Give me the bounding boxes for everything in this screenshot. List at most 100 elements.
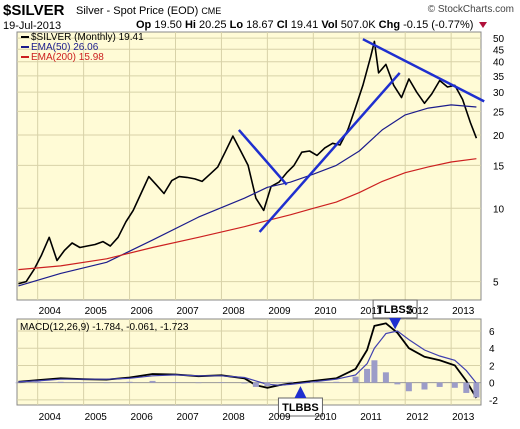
price-y-tick-label: 15	[493, 161, 505, 172]
macd-hist-bar	[287, 381, 294, 383]
symbol-description: Silver - Spot Price (EOD) CME	[76, 5, 221, 17]
price-y-tick-label: 10	[493, 204, 505, 215]
quote-date: 19-Jul-2013	[3, 20, 62, 32]
series-line-trendline-c	[362, 38, 485, 103]
ohlc-readout: Op 19.50 Hi 20.25 Lo 18.67 Cl 19.41 Vol …	[136, 19, 488, 31]
close-value: 19.41	[290, 19, 319, 31]
macd-hist-bar	[57, 381, 64, 383]
series-line-trendline-b	[258, 72, 401, 233]
price-y-tick-label: 20	[493, 131, 505, 142]
macd-hist-bar	[34, 381, 41, 383]
macd-hist-bar	[371, 360, 378, 383]
macd-y-tick-label: 0	[489, 379, 495, 390]
macd-hist-bar	[394, 382, 401, 385]
macd-hist-bar	[149, 380, 156, 383]
volume-value: 507.0K	[340, 19, 376, 31]
high-label: Hi	[184, 19, 196, 31]
price-y-tick-label: 40	[493, 58, 505, 69]
open-value: 19.50	[154, 19, 182, 31]
close-label: Cl	[276, 19, 288, 31]
macd-hist-bar	[405, 382, 412, 392]
price-x-tick-label: 2010	[314, 306, 337, 317]
open-label: Op	[136, 19, 152, 31]
macd-hist-bar	[241, 382, 248, 384]
macd-hist-bar	[310, 381, 317, 383]
axis-ticks: 2004200420052005200620062007200720082008…	[39, 34, 505, 423]
price-y-tick-label: 35	[493, 72, 505, 83]
price-x-tick-label: 2006	[131, 306, 154, 317]
price-x-tick-label: 2012	[406, 306, 429, 317]
macd-hist-bar	[333, 381, 340, 383]
description-text: Silver - Spot Price (EOD)	[76, 5, 199, 17]
legend-entry: $SILVER (Monthly) 19.41	[31, 32, 144, 43]
macd-gridlines	[17, 319, 481, 405]
macd-y-tick-label: 2	[489, 361, 495, 372]
macd-hist-bar	[364, 368, 371, 383]
high-value: 20.25	[199, 19, 227, 31]
macd-hist-bar	[195, 382, 202, 384]
symbol-title: $SILVER	[3, 2, 65, 19]
macd-hist-bar	[352, 376, 359, 383]
price-y-tick-label: 50	[493, 34, 505, 45]
change-value: -0.15 (-0.77%)	[403, 19, 474, 31]
macd-hist-bar	[436, 382, 443, 387]
macd-hist-bar	[421, 382, 428, 390]
macd-hist-bar	[218, 382, 225, 383]
price-y-tick-label: 30	[493, 88, 505, 99]
macd-hist-bar	[264, 382, 271, 387]
macd-hist-bar	[473, 382, 480, 398]
price-y-tick-label: 5	[493, 278, 499, 289]
macd-x-tick-label: 2008	[222, 412, 245, 423]
low-label: Lo	[229, 19, 244, 31]
macd-line-signal	[18, 330, 477, 386]
macd-panel-bg	[16, 318, 482, 406]
macd-x-tick-label: 2005	[85, 412, 108, 423]
exchange-text: CME	[201, 6, 222, 16]
macd-x-tick-label: 2007	[176, 412, 199, 423]
volume-label: Vol	[321, 19, 338, 31]
macd-hist-bar	[103, 382, 110, 384]
macd-hist-bar	[15, 382, 22, 384]
annotation-label: TLBBS	[282, 402, 319, 414]
macd-hist-bar	[252, 382, 259, 387]
macd-series: TLBBS TLBSS	[15, 299, 480, 417]
macd-y-tick-label: 6	[489, 327, 495, 338]
low-value: 18.67	[246, 19, 274, 31]
annotation-arrow	[294, 386, 307, 398]
macd-hist-bar	[80, 382, 87, 384]
macd-legend-entry: MACD(12,26,9) -1.784, -0.061, -1.723	[20, 322, 189, 333]
price-x-tick-label: 2009	[268, 306, 291, 317]
macd-x-tick-label: 2006	[131, 412, 154, 423]
price-y-tick-label: 25	[493, 107, 505, 118]
series-line-ema-200-	[18, 158, 477, 271]
change-label: Chg	[378, 19, 401, 31]
price-x-tick-label: 2013	[452, 306, 475, 317]
price-x-tick-label: 2011	[360, 306, 382, 317]
series-line-trendline-a	[237, 129, 288, 186]
macd-x-tick-label: 2013	[452, 412, 475, 423]
macd-x-tick-label: 2012	[406, 412, 429, 423]
price-gridlines	[17, 32, 481, 300]
price-series	[18, 38, 485, 287]
series-line--silver-monthly-	[18, 40, 478, 285]
annotation-label: TLBSS	[377, 304, 413, 316]
macd-y-tick-label: 4	[489, 344, 495, 355]
price-x-tick-label: 2008	[222, 306, 245, 317]
annotation-arrow	[389, 318, 402, 330]
macd-x-tick-label: 2011	[360, 412, 382, 423]
legend-entry: EMA(200) 15.98	[31, 52, 104, 63]
price-x-tick-label: 2004	[39, 306, 62, 317]
macd-y-tick-label: -2	[489, 396, 498, 407]
site-credit[interactable]: © StockCharts.com	[427, 4, 514, 15]
macd-hist-bar	[463, 382, 470, 393]
macd-x-tick-label: 2010	[314, 412, 337, 423]
price-x-tick-label: 2007	[176, 306, 199, 317]
macd-x-tick-label: 2009	[268, 412, 291, 423]
series-line-ema-50-	[18, 104, 477, 287]
price-y-tick-label: 45	[493, 45, 505, 56]
macd-hist-bar	[126, 381, 133, 383]
legend-entry: EMA(50) 26.06	[31, 42, 99, 53]
macd-hist-bar	[172, 382, 179, 383]
